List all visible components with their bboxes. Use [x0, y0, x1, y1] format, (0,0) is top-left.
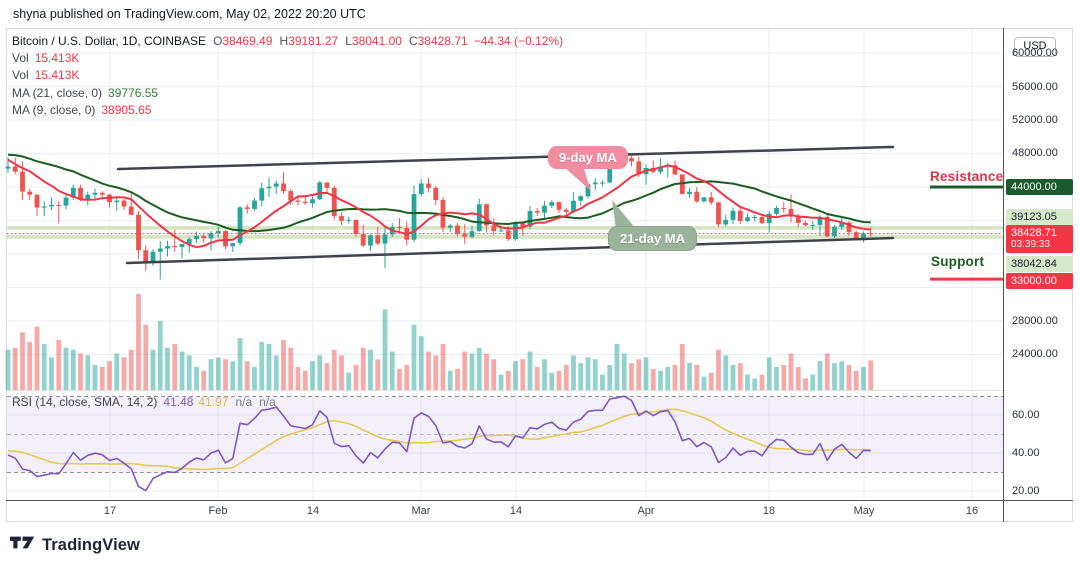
ma21-callout[interactable]: 21-day MA: [608, 226, 698, 251]
time-tick: Feb: [208, 505, 228, 517]
price-badge: 38042.84: [1006, 256, 1073, 272]
time-tick: May: [853, 505, 875, 517]
volume-value: 15.413K: [34, 51, 80, 66]
low-value: 38041.00: [351, 34, 402, 48]
ma9-row: MA (9, close, 0) 38905.65: [12, 102, 563, 119]
symbol-row: Bitcoin / U.S. Dollar, 1D, COINBASE O3846…: [12, 33, 563, 50]
time-axis[interactable]: 17 Feb 14 Mar 14 Apr 18 May 16: [6, 500, 1073, 522]
price-badge: 39123.05: [1006, 209, 1073, 225]
time-tick: 18: [762, 505, 776, 517]
price-axis[interactable]: USD 60000.00 56000.00 52000.00 48000.00 2800…: [1003, 28, 1079, 522]
price-tick: 48000.00: [1012, 147, 1058, 159]
rsi-ma-value: 41.97: [198, 395, 229, 409]
price-badge: 33000.00: [1006, 273, 1073, 289]
low-letter: L: [345, 34, 352, 48]
ma9-value: 38905.65: [101, 102, 152, 117]
price-tick: 24000.00: [1012, 348, 1058, 360]
time-tick: 17: [103, 505, 117, 517]
high-value: 39181.27: [288, 34, 339, 48]
rsi-tick: 60.00: [1012, 409, 1040, 421]
rsi-legend: RSI (14, close, SMA, 14, 2) 41.48 41.97 n/a…: [12, 395, 276, 409]
rsi-tick: 40.00: [1012, 447, 1040, 459]
time-tick: 14: [306, 505, 320, 517]
price-tick: 56000.00: [1012, 81, 1058, 93]
open-value: 38469.49: [222, 34, 273, 48]
countdown-timer: 03:39:33: [1011, 239, 1050, 250]
ma21-label: MA (21, close, 0): [12, 85, 103, 100]
volume-label: Vol: [12, 51, 29, 66]
rsi-tick: 20.00: [1012, 485, 1040, 497]
tradingview-logo-icon: [10, 535, 35, 555]
time-tick: 16: [965, 505, 979, 517]
high-letter: H: [279, 34, 289, 48]
symbol-title[interactable]: Bitcoin / U.S. Dollar, 1D, COINBASE: [12, 34, 207, 48]
legend-panel: Bitcoin / U.S. Dollar, 1D, COINBASE O3846…: [12, 33, 563, 119]
rsi-label: RSI (14, close, SMA, 14, 2): [12, 395, 158, 409]
price-tick: 52000.00: [1012, 114, 1058, 126]
price-tick: 28000.00: [1012, 315, 1058, 327]
ma9-label: MA (9, close, 0): [12, 102, 96, 117]
change-value: −44.34 (−0.12%): [473, 34, 564, 48]
price-badge: 44000.00: [1006, 179, 1073, 195]
volume-value-2: 15.413K: [34, 68, 80, 83]
support-label[interactable]: Support: [931, 254, 985, 269]
rsi-value: 41.48: [163, 395, 194, 409]
time-tick: Apr: [637, 505, 655, 517]
rsi-na-2: n/a: [259, 395, 276, 409]
price-tick: 60000.00: [1012, 47, 1058, 59]
resistance-label[interactable]: Resistance: [930, 169, 1004, 184]
volume-row: Vol 15.413K: [12, 50, 563, 67]
tradingview-footer[interactable]: TradingView: [10, 535, 140, 555]
tradingview-brand: TradingView: [42, 535, 140, 554]
volume-label-2: Vol: [12, 68, 29, 83]
open-letter: O: [213, 34, 223, 48]
currency-button[interactable]: USD: [1014, 37, 1056, 57]
time-tick: Mar: [411, 505, 431, 517]
time-tick: 14: [509, 505, 523, 517]
ma21-value: 39776.55: [108, 85, 159, 100]
rsi-na-1: n/a: [235, 395, 253, 409]
close-letter: C: [408, 34, 418, 48]
attribution-bar: shyna published on TradingView.com, May …: [13, 7, 366, 21]
price-badge: 38428.71 03:39:33: [1006, 225, 1073, 253]
close-value: 38428.71: [417, 34, 468, 48]
ma9-callout[interactable]: 9-day MA: [548, 146, 628, 169]
ma21-row: MA (21, close, 0) 39776.55: [12, 85, 563, 102]
volume-row-2: Vol 15.413K: [12, 67, 563, 84]
